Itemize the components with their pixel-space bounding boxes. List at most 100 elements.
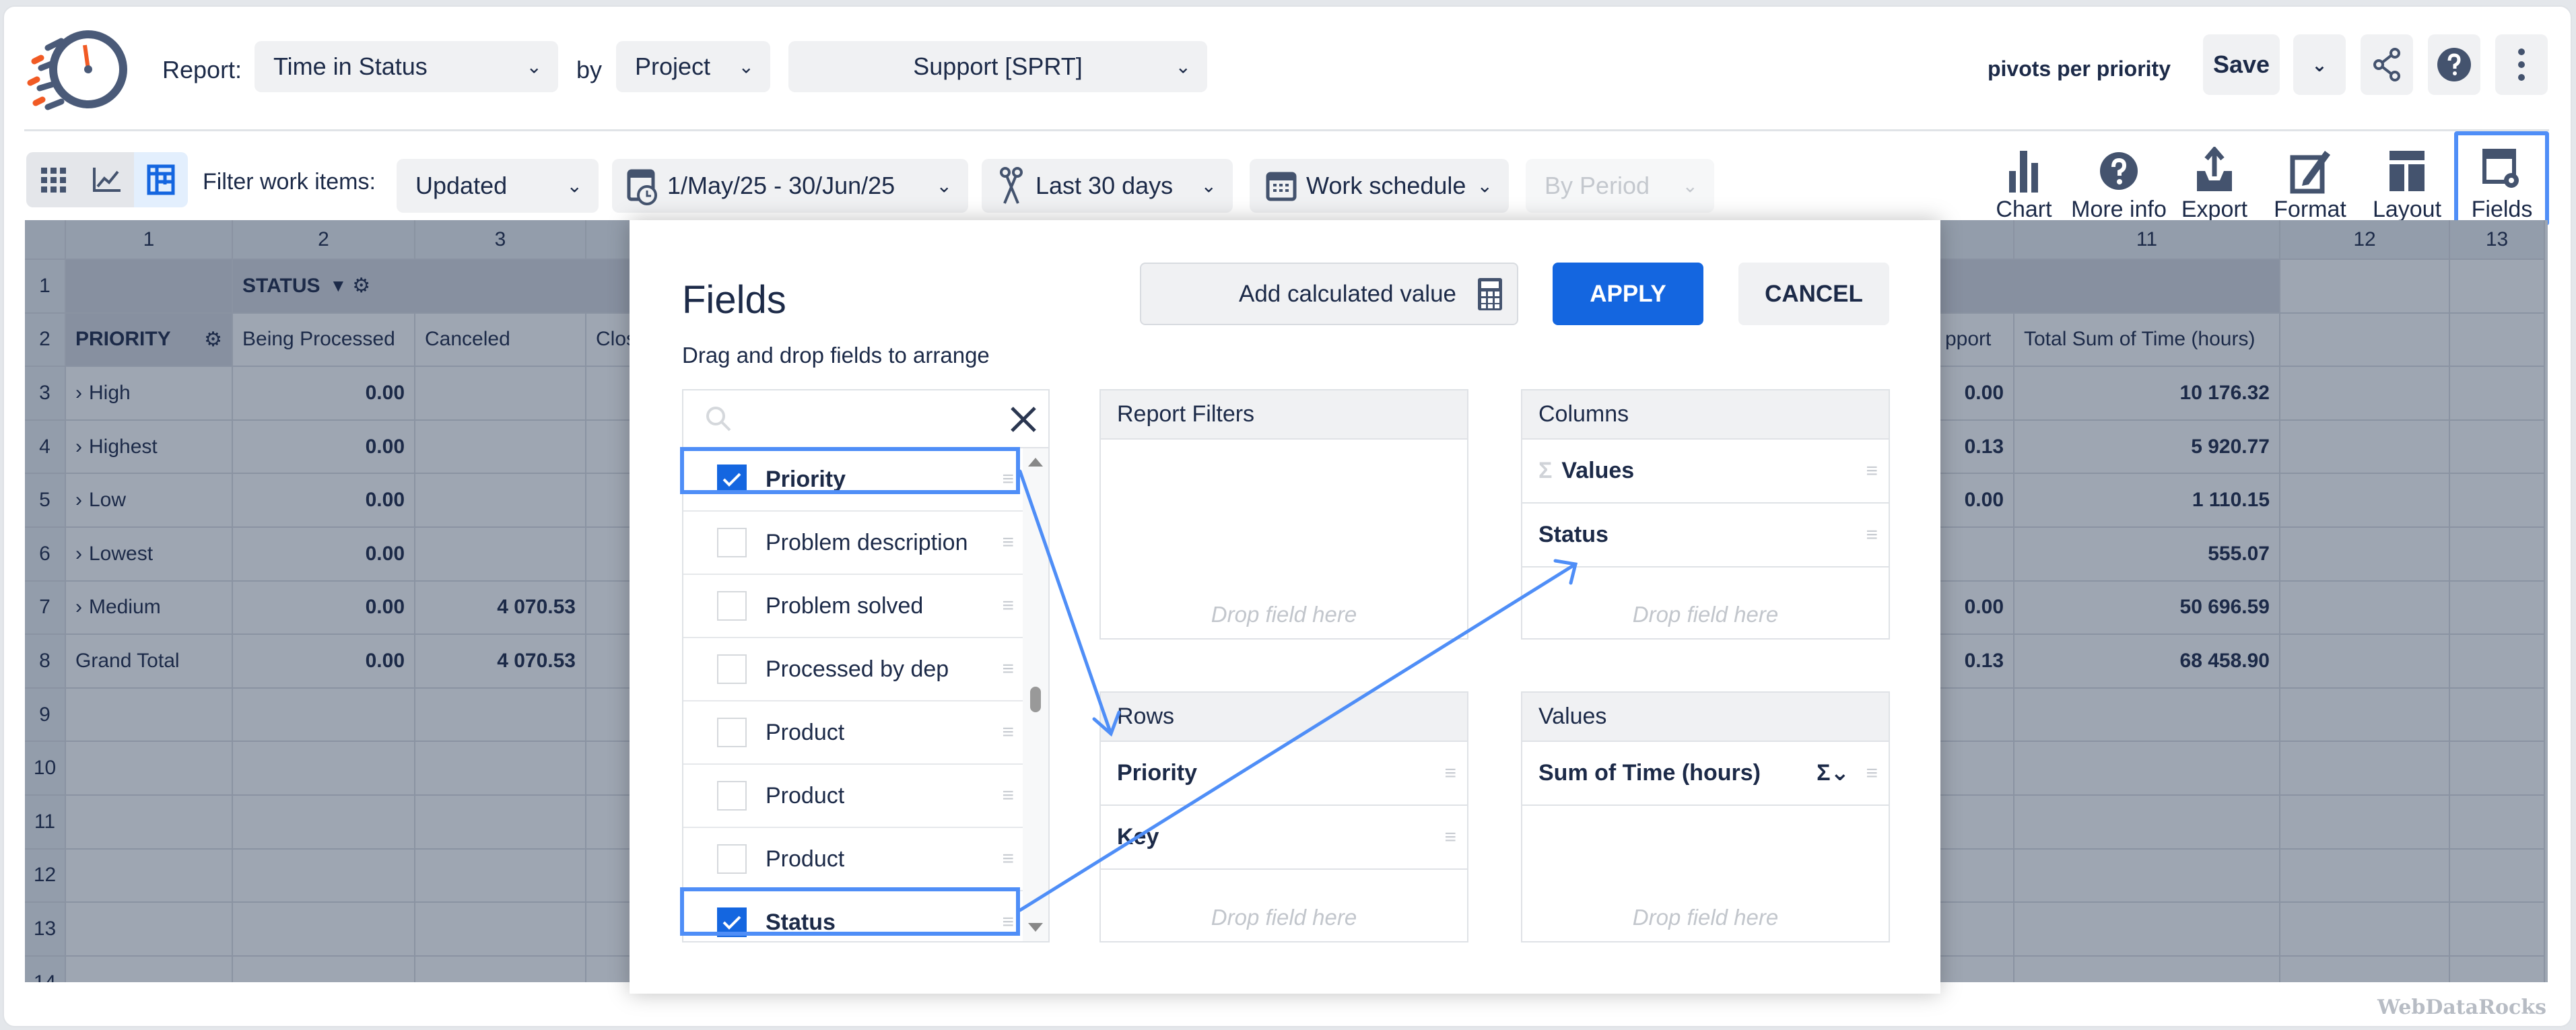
- drag-handle-icon[interactable]: ≡: [1866, 761, 1878, 784]
- drag-handle-icon[interactable]: ≡: [1002, 721, 1014, 743]
- pivot-view-icon[interactable]: [134, 152, 188, 207]
- add-calculated-value-button[interactable]: Add calculated value: [1140, 263, 1518, 325]
- more-options-icon[interactable]: [2495, 34, 2548, 95]
- fields-button[interactable]: Fields: [2451, 147, 2552, 223]
- column-number-header[interactable]: 11: [2014, 220, 2280, 260]
- trend-view-icon[interactable]: [80, 152, 134, 207]
- format-button[interactable]: Format: [2260, 147, 2361, 223]
- column-header-cell[interactable]: [2280, 313, 2450, 368]
- report-filters-zone[interactable]: Report Filters Drop field here: [1099, 389, 1468, 640]
- share-icon[interactable]: [2361, 34, 2413, 95]
- row-header-cell[interactable]: › Low: [66, 474, 233, 528]
- field-list-scrollbar[interactable]: [1023, 448, 1048, 941]
- layout-button[interactable]: Layout: [2357, 147, 2458, 223]
- chart-button[interactable]: Chart: [1973, 147, 2074, 223]
- checkbox-icon[interactable]: [717, 591, 747, 621]
- rows-item-priority[interactable]: Priority ≡: [1101, 742, 1467, 806]
- project-dropdown[interactable]: Support [SPRT] ⌄: [788, 41, 1207, 92]
- row-header-cell[interactable]: › Medium: [66, 581, 233, 636]
- drag-handle-icon[interactable]: ≡: [1866, 459, 1878, 482]
- priority-header-cell[interactable]: PRIORITY ⚙: [66, 313, 233, 368]
- drag-handle-icon[interactable]: ≡: [1002, 848, 1014, 870]
- scroll-thumb[interactable]: [1030, 687, 1041, 712]
- columns-item-values[interactable]: Σ Values ≡: [1522, 440, 1889, 504]
- work-schedule-dropdown[interactable]: Work schedule ⌄: [1250, 159, 1509, 213]
- column-header-cell[interactable]: Total Sum of Time (hours): [2014, 313, 2280, 368]
- values-item-sum-of-time[interactable]: Sum of Time (hours) Σ⌄ ≡: [1522, 742, 1889, 806]
- row-number-header[interactable]: 5: [25, 474, 66, 528]
- grid-view-icon[interactable]: [26, 152, 80, 207]
- drag-handle-icon[interactable]: ≡: [1002, 531, 1014, 553]
- clear-search-icon[interactable]: [1009, 405, 1038, 434]
- help-icon[interactable]: [2428, 34, 2480, 95]
- drag-handle-icon[interactable]: ≡: [1444, 761, 1456, 784]
- row-number-header[interactable]: 12: [25, 849, 66, 903]
- gear-icon[interactable]: ⚙: [204, 328, 222, 351]
- rows-zone[interactable]: Rows Priority ≡ Key ≡ Drop field here: [1099, 691, 1468, 942]
- apply-button[interactable]: APPLY: [1553, 263, 1703, 325]
- column-header-cell[interactable]: Canceled: [415, 313, 586, 368]
- period-dropdown[interactable]: Last 30 days ⌄: [982, 159, 1233, 213]
- row-number-header[interactable]: 13: [25, 903, 66, 957]
- row-number-header[interactable]: 2: [25, 313, 66, 368]
- drag-handle-icon[interactable]: ≡: [1002, 911, 1014, 933]
- date-range-dropdown[interactable]: 1/May/25 - 30/Jun/25 ⌄: [612, 159, 968, 213]
- gear-icon[interactable]: ⚙: [352, 275, 371, 298]
- field-search[interactable]: [683, 390, 1048, 448]
- column-number-header[interactable]: 13: [2450, 220, 2545, 260]
- drag-handle-icon[interactable]: ≡: [1002, 468, 1014, 490]
- row-number-header[interactable]: 3: [25, 367, 66, 421]
- expand-chevron-icon[interactable]: ›: [75, 435, 82, 458]
- column-number-header[interactable]: 12: [2280, 220, 2450, 260]
- row-header-cell[interactable]: › High: [66, 367, 233, 421]
- row-number-header[interactable]: 1: [25, 260, 66, 314]
- columns-item-status[interactable]: Status ≡: [1522, 504, 1889, 568]
- column-header-cell[interactable]: [2450, 313, 2545, 368]
- values-zone[interactable]: Values Sum of Time (hours) Σ⌄ ≡ Drop field…: [1521, 691, 1890, 942]
- expand-chevron-icon[interactable]: ›: [75, 381, 82, 404]
- filter-icon[interactable]: ▼: [329, 275, 347, 296]
- drag-handle-icon[interactable]: ≡: [1002, 784, 1014, 806]
- row-number-header[interactable]: 4: [25, 420, 66, 475]
- field-list-item[interactable]: Problem solved ≡: [683, 575, 1023, 638]
- field-search-input[interactable]: [737, 403, 980, 436]
- expand-chevron-icon[interactable]: ›: [75, 489, 82, 512]
- drag-handle-icon[interactable]: ≡: [1002, 658, 1014, 680]
- scroll-up-icon[interactable]: [1028, 458, 1043, 467]
- expand-chevron-icon[interactable]: ›: [75, 542, 82, 565]
- group-by-dropdown[interactable]: Project ⌄: [616, 41, 770, 92]
- field-list-item[interactable]: Problem description ≡: [683, 512, 1023, 575]
- row-header-cell[interactable]: › Highest: [66, 420, 233, 475]
- aggregation-sigma-chevron-icon[interactable]: Σ⌄: [1817, 760, 1850, 786]
- checkbox-icon[interactable]: [717, 718, 747, 747]
- checkbox-icon[interactable]: [717, 528, 747, 557]
- filter-field-dropdown[interactable]: Updated ⌄: [397, 159, 599, 213]
- field-list-item[interactable]: Product ≡: [683, 765, 1023, 828]
- row-number-header[interactable]: 6: [25, 528, 66, 582]
- save-button[interactable]: Save: [2203, 34, 2280, 95]
- expand-chevron-icon[interactable]: ›: [75, 596, 82, 619]
- export-button[interactable]: Export: [2164, 147, 2265, 223]
- save-options-chevron-icon[interactable]: ⌄: [2293, 34, 2346, 95]
- field-list-item[interactable]: Processed by dep ≡: [683, 638, 1023, 701]
- row-number-header[interactable]: 14: [25, 956, 66, 982]
- row-number-header[interactable]: 8: [25, 635, 66, 689]
- row-number-header[interactable]: 9: [25, 688, 66, 743]
- column-header-cell[interactable]: Being Processed: [233, 313, 415, 368]
- row-number-header[interactable]: 11: [25, 796, 66, 850]
- column-number-header[interactable]: 1: [66, 220, 233, 260]
- more-info-button[interactable]: More info: [2068, 147, 2169, 223]
- checkbox-icon[interactable]: [717, 654, 747, 684]
- drag-handle-icon[interactable]: ≡: [1444, 825, 1456, 848]
- row-number-header[interactable]: 10: [25, 742, 66, 796]
- column-number-header[interactable]: 2: [233, 220, 415, 260]
- checkbox-icon[interactable]: [717, 781, 747, 811]
- checkbox-icon[interactable]: [717, 844, 747, 874]
- columns-zone[interactable]: Columns Σ Values ≡ Status ≡ Drop field here: [1521, 389, 1890, 640]
- column-number-header[interactable]: 3: [415, 220, 586, 260]
- cancel-button[interactable]: CANCEL: [1738, 263, 1889, 325]
- scroll-down-icon[interactable]: [1028, 923, 1043, 932]
- field-list-item[interactable]: Product ≡: [683, 701, 1023, 765]
- row-header-cell[interactable]: › Lowest: [66, 528, 233, 582]
- drag-handle-icon[interactable]: ≡: [1002, 594, 1014, 617]
